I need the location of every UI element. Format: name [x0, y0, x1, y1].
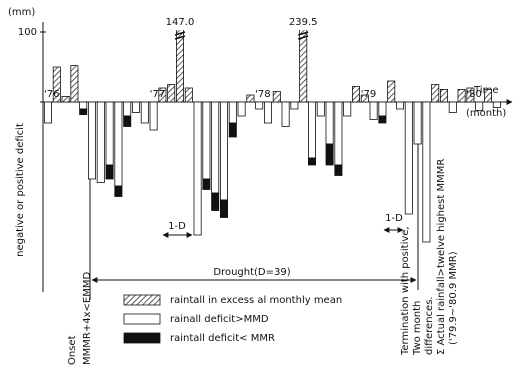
x-tick-label: '80	[466, 89, 481, 100]
bar	[351, 86, 360, 103]
value-label: 147.0	[166, 17, 195, 28]
axis-break	[174, 31, 186, 40]
y-tick-label: 100	[18, 27, 37, 38]
axis-break	[297, 31, 309, 40]
bar	[343, 101, 352, 117]
bar	[369, 101, 378, 120]
bar	[228, 101, 237, 124]
bar	[431, 84, 440, 103]
bar	[246, 94, 255, 103]
bar	[378, 101, 387, 117]
bar	[404, 101, 413, 215]
bar	[325, 101, 334, 145]
bar	[448, 101, 457, 113]
x-tick-label: '78	[255, 89, 270, 100]
termination-note: Termination with positive,	[400, 226, 411, 356]
legend-swatch	[123, 313, 161, 325]
bar	[158, 87, 167, 103]
sum-note: ('79.9~'80.9 MMR)	[448, 251, 459, 345]
bar	[483, 89, 492, 103]
bar	[387, 80, 396, 103]
bar	[334, 101, 343, 166]
bar	[263, 101, 272, 124]
bar	[167, 84, 176, 103]
bar	[492, 101, 501, 108]
onset-note: Onset	[67, 335, 78, 365]
onset-note: MMMR+4x<EMMD	[82, 272, 93, 365]
drought-label: Drought(D=39)	[213, 267, 290, 278]
one-d-label: 1-D	[168, 221, 186, 232]
bar	[44, 101, 53, 124]
bar	[184, 87, 193, 103]
bar	[123, 115, 132, 127]
legend-label: raintall deficit< MMR	[170, 333, 275, 344]
x-tick-label: '77	[150, 89, 165, 100]
y-unit: (mm)	[8, 7, 35, 18]
bar	[228, 122, 237, 138]
bar	[79, 108, 88, 115]
x-tick-label: '76	[44, 89, 59, 100]
bar	[290, 101, 299, 110]
bar	[105, 164, 114, 180]
sum-note: Σ Actual rainfall>twelve highest MMMR	[436, 159, 447, 355]
bar	[395, 101, 404, 110]
bar	[299, 30, 308, 103]
x-tick-label: '79	[361, 89, 376, 100]
bar	[114, 185, 123, 197]
bar	[52, 66, 61, 103]
bar	[202, 101, 211, 180]
bar	[61, 96, 70, 103]
bar	[175, 30, 184, 103]
bar	[114, 101, 123, 187]
bar	[325, 143, 334, 166]
value-label: 239.5	[289, 17, 318, 28]
bar	[193, 101, 202, 236]
legend-label: rainall deficit>MMD	[170, 314, 269, 325]
bar	[131, 101, 140, 113]
bar	[219, 101, 228, 201]
legend-label: raintall in excess al monthly mean	[170, 295, 342, 306]
bar	[334, 164, 343, 176]
legend-swatch	[123, 294, 161, 306]
bar	[316, 101, 325, 117]
bar	[439, 89, 448, 103]
bar	[79, 101, 88, 110]
termination-note: differences.	[424, 296, 435, 355]
bar	[378, 115, 387, 124]
bar	[70, 65, 79, 103]
bars	[44, 30, 501, 243]
x-axis-label: (month)	[466, 108, 506, 119]
bar	[96, 101, 105, 183]
termination-note: Two month	[412, 301, 423, 356]
bar	[211, 192, 220, 211]
bar	[457, 89, 466, 103]
legend-swatch	[123, 332, 161, 344]
bar	[149, 101, 158, 131]
bar	[281, 101, 290, 127]
bar	[475, 101, 484, 111]
bar	[237, 101, 246, 117]
bar	[307, 157, 316, 166]
bar	[88, 101, 97, 180]
bar	[272, 91, 281, 103]
bar	[211, 101, 220, 194]
bar	[140, 101, 149, 124]
bar	[466, 87, 475, 103]
bar	[123, 101, 132, 117]
bar	[105, 101, 114, 166]
one-d-label: 1-D	[385, 213, 403, 224]
bar	[360, 94, 369, 103]
bar	[219, 199, 228, 218]
bar	[413, 101, 422, 145]
bar	[202, 178, 211, 190]
bar	[307, 101, 316, 159]
bar	[422, 101, 431, 243]
y-axis-label: negative or positive deficit	[15, 123, 26, 257]
bar	[255, 101, 264, 110]
